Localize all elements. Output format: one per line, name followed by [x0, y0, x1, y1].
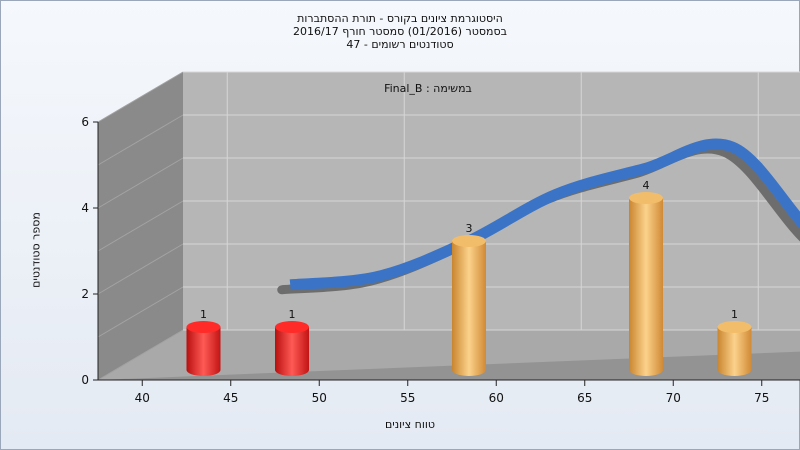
bar-3: 4	[629, 179, 663, 376]
y-tick-label: 6	[81, 115, 89, 129]
bar-top	[275, 321, 309, 333]
chart-title-line-3: סטודנטים רשומים - 47	[346, 38, 454, 51]
bar-top	[452, 235, 486, 247]
bar-value-label: 1	[200, 308, 207, 321]
bar-value-label: 4	[643, 179, 650, 192]
bar-2: 3	[452, 222, 486, 376]
distribution-curve	[289, 138, 800, 291]
bar-value-label: 3	[466, 222, 473, 235]
bar-body	[452, 241, 486, 376]
bar-4: 1	[717, 308, 752, 376]
bar-body	[186, 327, 221, 376]
side-grid-line	[97, 200, 184, 252]
bar-1: 1	[275, 308, 309, 376]
side-grid-line	[97, 329, 184, 381]
x-axis-label: טווח ציונים	[385, 418, 435, 431]
x-tick-label: 60	[489, 391, 504, 405]
side-grid-line	[97, 243, 184, 295]
y-tick-label: 2	[81, 287, 89, 301]
x-tick-label: 65	[577, 391, 592, 405]
y-tick-label: 0	[81, 373, 89, 387]
bar-body	[629, 198, 663, 376]
side-grid-line	[97, 157, 184, 209]
chart-title-line-1: היסטוגרמת ציונים בקורס - תורת ההסתברות	[297, 12, 503, 25]
bar-top	[186, 321, 221, 333]
chart-title-line-2: בסמסטר (01/2016) סמסטר חורף 2016/17	[293, 25, 507, 38]
x-tick-label: 55	[400, 391, 415, 405]
y-tick-label: 4	[81, 201, 89, 215]
side-grid-line	[97, 286, 184, 338]
side-grid-line	[97, 114, 184, 166]
bar-top	[629, 192, 663, 204]
bar-value-label: 1	[731, 308, 738, 321]
x-tick-label: 45	[223, 391, 238, 405]
bar-body	[717, 327, 752, 376]
chart-annotation: במשימה : Final_B	[384, 82, 472, 95]
bar-value-label: 1	[289, 308, 296, 321]
y-axis-label: מספר סטודנטים	[29, 212, 43, 288]
bar-body	[275, 327, 309, 376]
bar-top	[717, 321, 752, 333]
side-grid-line	[97, 71, 184, 123]
x-tick-label: 75	[754, 391, 769, 405]
x-tick-label: 50	[312, 391, 327, 405]
floor-edge	[98, 351, 800, 380]
x-tick-label: 40	[135, 391, 150, 405]
bar-0: 1	[186, 308, 221, 376]
x-tick-label: 70	[666, 391, 681, 405]
